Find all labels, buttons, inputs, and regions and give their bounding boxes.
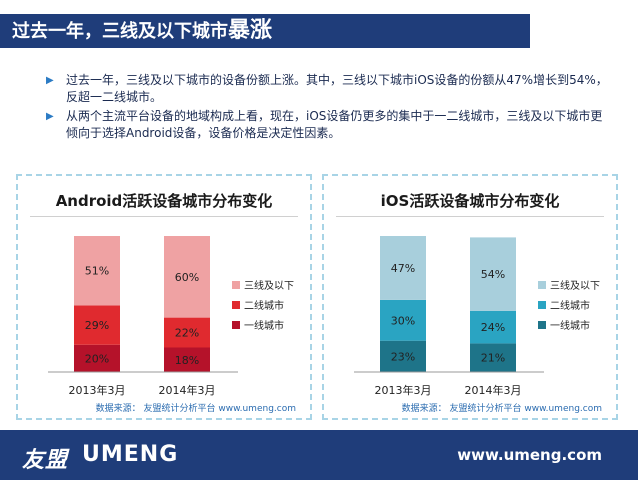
arrow-icon: ▶ bbox=[46, 75, 54, 86]
bullet-item: ▶ 过去一年，三线及以下城市的设备份额上涨。其中，三线以下城市iOS设备的份额从4… bbox=[44, 72, 614, 106]
android-chart: 20% 29% 51% 2013年3月 18% 22% 60% 2014年3月 三线及以下二线城… bbox=[48, 236, 294, 397]
legend-swatch bbox=[232, 301, 240, 309]
bar-segment bbox=[470, 237, 516, 311]
data-source: 数据来源： 友盟统计分析平台 www.umeng.com bbox=[95, 404, 296, 414]
footer: 友盟 UMENG www.umeng.com bbox=[0, 430, 638, 480]
ios-chart: 23% 30% 47% 2013年3月 21% 24% 54% 2014年3月 三线及以下二线城… bbox=[354, 236, 600, 397]
android-chart-panel: Android活跃设备城市分布变化 20% 29% 51% 2013年3月 18% 22%… bbox=[16, 174, 312, 420]
data-label: 24% bbox=[481, 321, 505, 334]
bullet-item: ▶ 从两个主流平台设备的地域构成上看，现在，iOS设备仍更多的集中于一二线城市，三… bbox=[44, 108, 614, 142]
data-label: 54% bbox=[481, 268, 505, 281]
title-divider bbox=[30, 216, 298, 217]
bar-segment bbox=[164, 347, 210, 372]
data-label: 23% bbox=[391, 350, 415, 363]
data-source: 数据来源： 友盟统计分析平台 www.umeng.com bbox=[401, 404, 602, 414]
data-label: 20% bbox=[85, 352, 109, 365]
data-label: 29% bbox=[85, 319, 109, 332]
title-normal: 过去一年，三线及以下城市 bbox=[12, 21, 228, 42]
bar-segment bbox=[380, 299, 426, 341]
legend-label: 二线城市 bbox=[244, 299, 284, 312]
data-label: 22% bbox=[175, 327, 199, 340]
legend-label: 一线城市 bbox=[550, 319, 590, 332]
x-tick-label: 2014年3月 bbox=[159, 383, 216, 397]
legend-swatch bbox=[232, 321, 240, 329]
data-label: 30% bbox=[391, 314, 415, 327]
data-label: 47% bbox=[391, 262, 415, 275]
legend-swatch bbox=[538, 301, 546, 309]
legend-label: 三线及以下 bbox=[244, 279, 294, 292]
bullet-text: 过去一年，三线及以下城市的设备份额上涨。其中，三线以下城市iOS设备的份额从47… bbox=[66, 73, 608, 104]
x-tick-label: 2014年3月 bbox=[465, 383, 522, 397]
bullet-list: ▶ 过去一年，三线及以下城市的设备份额上涨。其中，三线以下城市iOS设备的份额从4… bbox=[44, 72, 614, 144]
bar-segment bbox=[380, 236, 426, 300]
legend-label: 二线城市 bbox=[550, 299, 590, 312]
bar-segment bbox=[74, 344, 120, 372]
bar-segment bbox=[74, 236, 120, 306]
x-tick-label: 2013年3月 bbox=[69, 383, 126, 397]
chart-title: iOS活跃设备城市分布变化 bbox=[380, 192, 560, 210]
bar-segment bbox=[470, 343, 516, 372]
logo-brand: UMENG bbox=[82, 442, 179, 467]
arrow-icon: ▶ bbox=[46, 111, 54, 122]
legend-label: 三线及以下 bbox=[550, 279, 600, 292]
bar-segment bbox=[380, 340, 426, 372]
data-label: 60% bbox=[175, 271, 199, 284]
data-label: 21% bbox=[481, 352, 505, 365]
legend-swatch bbox=[538, 281, 546, 289]
bar-segment bbox=[470, 310, 516, 344]
title-divider bbox=[336, 216, 604, 217]
bar-segment bbox=[164, 236, 210, 318]
ios-chart-panel: iOS活跃设备城市分布变化 23% 30% 47% 2013年3月 21% 24% 54% 2… bbox=[322, 174, 618, 420]
bullet-text: 从两个主流平台设备的地域构成上看，现在，iOS设备仍更多的集中于一二线城市，三线… bbox=[66, 109, 603, 140]
data-label: 51% bbox=[85, 265, 109, 278]
legend-swatch bbox=[538, 321, 546, 329]
legend-label: 一线城市 bbox=[244, 319, 284, 332]
chart-title: Android活跃设备城市分布变化 bbox=[55, 192, 273, 210]
legend-swatch bbox=[232, 281, 240, 289]
bar-segment bbox=[164, 317, 210, 348]
data-label: 18% bbox=[175, 354, 199, 367]
bar-segment bbox=[74, 305, 120, 345]
title-strong: 暴涨 bbox=[228, 18, 273, 43]
page-title: 过去一年，三线及以下城市暴涨 bbox=[12, 14, 272, 48]
header: 过去一年，三线及以下城市暴涨 bbox=[0, 0, 638, 52]
x-tick-label: 2013年3月 bbox=[375, 383, 432, 397]
logo-chinese: 友盟 bbox=[22, 448, 69, 473]
title-band bbox=[0, 14, 530, 48]
website-link[interactable]: www.umeng.com bbox=[457, 446, 602, 464]
